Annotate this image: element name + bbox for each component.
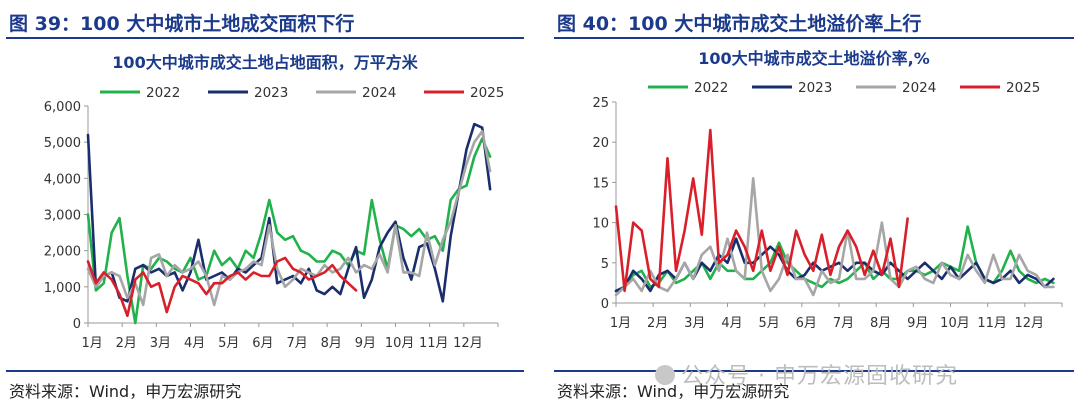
series-line-2025 [86, 256, 358, 318]
x-tick-label: 8月 [870, 316, 891, 331]
x-tick-label: 3月 [150, 336, 171, 351]
x-tick-label: 4月 [184, 336, 205, 351]
x-tick-label: 1月 [81, 336, 102, 351]
source-note: 资料来源：Wind，申万宏源研究 [557, 382, 790, 401]
wechat-icon [655, 365, 675, 385]
divider [554, 37, 1074, 39]
x-tick-label: 5月 [758, 316, 779, 331]
watermark-text: 公众号 · 申万宏源固收研究 [681, 364, 958, 389]
x-tick-label: 7月 [286, 336, 307, 351]
y-tick-label: 10 [592, 217, 609, 232]
x-tick-label: 6月 [796, 316, 817, 331]
x-tick-label: 11月 [977, 316, 1007, 331]
y-tick-label: 4,000 [44, 172, 81, 187]
land-area-chart: 100大中城市成交土地占地面积，万平方米 2022 2023 2024 2025 0 1,0… [44, 53, 505, 351]
figure-title: 图 39：100 大中城市土地成交面积下行 [9, 13, 355, 35]
divider [554, 370, 1074, 372]
x-tick-label: 4月 [721, 316, 742, 331]
legend-label-2023: 2023 [254, 85, 288, 101]
x-tick-label: 9月 [355, 336, 376, 351]
legend-label-2025: 2025 [1006, 80, 1040, 96]
y-tick-label: 0 [73, 317, 81, 332]
x-tick-label: 11月 [419, 336, 449, 351]
divider [6, 370, 524, 372]
divider [6, 37, 524, 39]
watermark: 公众号 · 申万宏源固收研究 [655, 358, 958, 390]
legend-label-2022: 2022 [694, 80, 728, 96]
x-tick-label: 5月 [218, 336, 239, 351]
x-tick-label: 12月 [1015, 316, 1045, 331]
legend-label-2022: 2022 [146, 85, 180, 101]
y-tick-label: 20 [592, 136, 609, 151]
x-tick-label: 2月 [647, 316, 668, 331]
y-tick-label: 2,000 [44, 245, 81, 260]
x-tick-label: 7月 [833, 316, 854, 331]
series-line-2022 [86, 137, 492, 325]
x-tick-label: 9月 [907, 316, 928, 331]
series-line-2023 [86, 122, 492, 303]
series-line-2024 [86, 130, 492, 307]
x-tick-label: 6月 [252, 336, 273, 351]
land-premium-chart: 100大中城市成交土地溢价率,%2022 2023 2024 202505101520… [592, 49, 1063, 331]
y-tick-label: 0 [601, 297, 609, 312]
x-tick-label: 12月 [453, 336, 483, 351]
legend-label-2024: 2024 [362, 85, 396, 101]
series-line-2025 [614, 128, 909, 293]
chart-title: 100大中城市成交土地占地面积，万平方米 [112, 53, 418, 72]
chart-title: 100大中城市成交土地溢价率,% [698, 49, 930, 68]
source-note: 资料来源：Wind，申万宏源研究 [9, 382, 242, 401]
x-tick-label: 10月 [385, 336, 415, 351]
y-tick-label: 3,000 [44, 209, 81, 224]
y-tick-label: 25 [592, 96, 609, 111]
figure-title: 图 40：100 大中城市成交土地溢价率上行 [557, 13, 922, 35]
x-tick-label: 1月 [610, 316, 631, 331]
x-tick-label: 8月 [321, 336, 342, 351]
series-line-2024 [614, 177, 1055, 297]
figure-40-panel: 图 40：100 大中城市成交土地溢价率上行 100大中城市成交土地溢价率,% 2… [548, 0, 1080, 417]
legend-label-2023: 2023 [798, 80, 832, 96]
y-tick-label: 6,000 [44, 100, 81, 115]
y-tick-label: 15 [592, 176, 609, 191]
y-tick-label: 1,000 [44, 281, 81, 296]
legend-label-2024: 2024 [902, 80, 936, 96]
x-tick-label: 10月 [940, 316, 970, 331]
legend-label-2025: 2025 [470, 85, 504, 101]
y-tick-label: 5,000 [44, 136, 81, 151]
figure-39-panel: 图 39：100 大中城市土地成交面积下行 100大中城市成交土地占地面积，万平… [0, 0, 530, 417]
x-tick-label: 2月 [116, 336, 137, 351]
y-tick-label: 5 [601, 257, 609, 272]
x-tick-label: 3月 [684, 316, 705, 331]
